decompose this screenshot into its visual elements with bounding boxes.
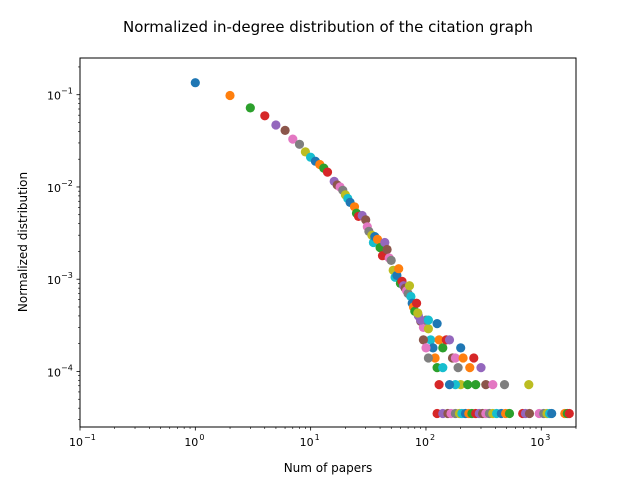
data-point	[421, 343, 431, 353]
data-point	[280, 125, 290, 135]
x-tick-label: 10	[69, 436, 83, 449]
data-point	[476, 363, 486, 373]
data-point	[426, 335, 436, 345]
data-point	[380, 237, 390, 248]
x-tick-exponent: 2	[430, 433, 435, 442]
y-axis: 10−410−310−210−1	[47, 66, 80, 420]
data-point	[438, 343, 448, 353]
x-tick-exponent: 0	[199, 433, 204, 442]
data-point	[372, 234, 383, 244]
plot-frame	[79, 57, 577, 428]
data-point	[361, 215, 371, 225]
y-tick-label: 10	[47, 366, 61, 379]
data-point	[434, 335, 444, 345]
data-point	[471, 380, 481, 390]
data-point	[450, 353, 460, 363]
data-point	[423, 353, 433, 363]
data-point	[288, 134, 298, 144]
data-point	[444, 335, 455, 345]
data-point	[465, 363, 475, 373]
data-point	[225, 90, 235, 101]
y-tick-label: 10	[47, 90, 61, 103]
data-point	[260, 111, 270, 121]
x-axis: 10 −1 10 0 10 1 10 2 10 3	[69, 427, 577, 449]
data-point	[438, 363, 448, 373]
data-point	[271, 120, 281, 130]
x-tick-exponent: −1	[84, 433, 96, 442]
data-point	[481, 380, 491, 390]
x-tick-exponent: 1	[315, 433, 320, 442]
y-axis-label: Normalized distribution	[16, 172, 30, 312]
data-point	[294, 139, 305, 149]
x-tick-label: 10	[530, 436, 544, 449]
data-point	[432, 319, 442, 329]
data-point	[423, 315, 433, 325]
data-point	[322, 167, 333, 177]
data-point	[413, 308, 423, 318]
data-point	[488, 380, 498, 390]
x-tick-exponent: 3	[545, 433, 550, 442]
data-point	[524, 380, 534, 390]
data-point	[412, 298, 422, 308]
y-tick-exponent: −2	[61, 179, 73, 188]
data-points	[190, 78, 574, 419]
y-tick-exponent: −4	[61, 363, 73, 372]
data-point	[504, 408, 515, 419]
data-point	[423, 324, 433, 334]
y-tick-label: 10	[47, 182, 61, 195]
data-point	[564, 408, 574, 419]
data-point	[458, 353, 468, 363]
data-point	[386, 255, 396, 265]
x-axis-label: Num of papers	[284, 461, 373, 475]
data-point	[547, 408, 557, 419]
data-point	[190, 78, 200, 88]
data-point	[394, 264, 404, 274]
data-point	[453, 363, 463, 373]
data-point	[469, 353, 479, 363]
y-tick-label: 10	[47, 274, 61, 287]
data-point	[434, 380, 444, 390]
y-tick-exponent: −3	[61, 271, 73, 280]
data-point	[428, 343, 438, 353]
data-point	[524, 408, 535, 419]
data-point	[499, 380, 510, 390]
x-tick-label: 10	[184, 436, 198, 449]
y-tick-exponent: −1	[61, 87, 73, 96]
data-point	[418, 335, 428, 345]
data-point	[245, 103, 255, 113]
data-point	[404, 281, 415, 291]
data-point	[416, 315, 426, 325]
data-point	[456, 343, 466, 353]
data-point	[382, 244, 392, 255]
data-point	[444, 380, 455, 390]
data-point	[430, 353, 440, 363]
chart-title: Normalized in-degree distribution of the…	[123, 18, 533, 36]
x-tick-label: 10	[300, 436, 314, 449]
x-tick-label: 10	[415, 436, 429, 449]
data-point	[463, 380, 473, 390]
